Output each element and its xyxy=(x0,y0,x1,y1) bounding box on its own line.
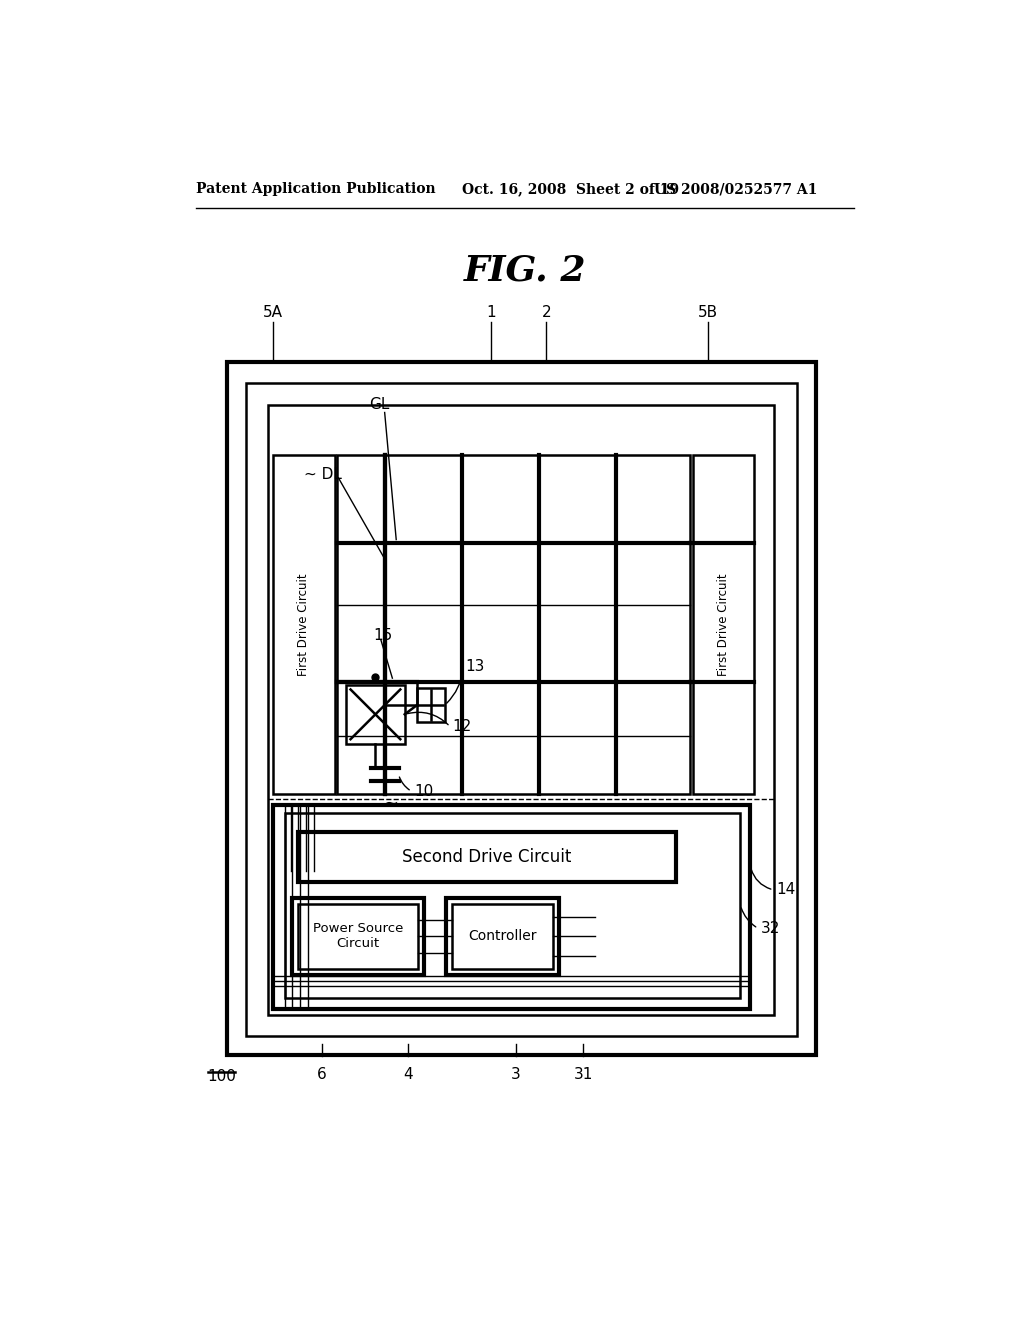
Text: Controller: Controller xyxy=(468,929,537,944)
Bar xyxy=(417,688,444,722)
Text: 2: 2 xyxy=(542,305,551,321)
Text: 5A: 5A xyxy=(263,305,283,321)
Text: 6: 6 xyxy=(316,1067,327,1082)
Text: 14: 14 xyxy=(776,882,795,898)
Text: 5B: 5B xyxy=(698,305,718,321)
Bar xyxy=(298,832,676,882)
Bar xyxy=(267,405,774,1015)
Text: First Drive Circuit: First Drive Circuit xyxy=(717,573,730,676)
Text: 10: 10 xyxy=(414,784,433,799)
Bar xyxy=(292,898,424,975)
Bar xyxy=(246,383,797,1036)
Bar xyxy=(453,904,553,969)
Text: Patent Application Publication: Patent Application Publication xyxy=(196,182,435,197)
Text: First Drive Circuit: First Drive Circuit xyxy=(297,573,310,676)
Bar xyxy=(273,805,751,1010)
Text: FIG. 2: FIG. 2 xyxy=(464,253,586,286)
Text: 4: 4 xyxy=(403,1067,413,1082)
Text: 15: 15 xyxy=(373,628,392,643)
Text: 3: 3 xyxy=(511,1067,520,1082)
Text: 13: 13 xyxy=(466,659,485,675)
Bar xyxy=(226,363,816,1056)
Bar xyxy=(285,813,740,998)
Text: Oct. 16, 2008  Sheet 2 of 19: Oct. 16, 2008 Sheet 2 of 19 xyxy=(462,182,679,197)
Text: Second Drive Circuit: Second Drive Circuit xyxy=(402,849,571,866)
Bar xyxy=(692,455,755,793)
Bar xyxy=(337,455,689,793)
Text: 12: 12 xyxy=(453,719,472,734)
Bar xyxy=(346,685,404,743)
Text: Power Source
Circuit: Power Source Circuit xyxy=(313,923,403,950)
Text: 100: 100 xyxy=(207,1069,236,1084)
Bar xyxy=(446,898,559,975)
Text: ~: ~ xyxy=(383,795,398,813)
Bar xyxy=(298,904,418,969)
Text: ~ DL: ~ DL xyxy=(304,466,342,482)
Text: US 2008/0252577 A1: US 2008/0252577 A1 xyxy=(654,182,817,197)
Text: 31: 31 xyxy=(573,1067,593,1082)
Text: GL: GL xyxy=(370,397,390,412)
Text: 1: 1 xyxy=(486,305,496,321)
Bar xyxy=(273,455,335,793)
Text: 32: 32 xyxy=(761,921,780,936)
